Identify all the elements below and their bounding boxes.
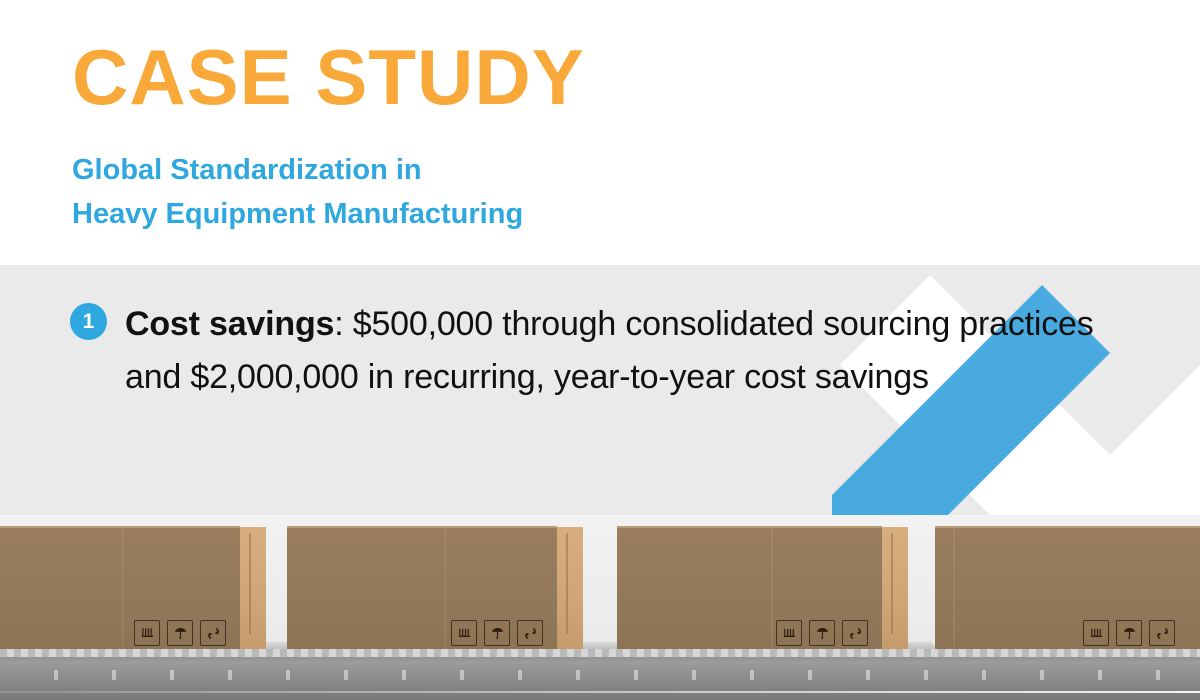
belt-teeth	[0, 649, 1200, 657]
content-band: 1 Cost savings: $500,000 through consoli…	[0, 265, 1200, 530]
subtitle-line-2: Heavy Equipment Manufacturing	[72, 198, 524, 231]
shipping-symbols	[1083, 620, 1175, 646]
box-seam	[953, 528, 955, 656]
box-side-face	[557, 527, 583, 656]
bullet-body: $500,000 through consolidated sourcing p…	[125, 305, 1094, 397]
shipping-symbols	[134, 620, 226, 646]
fragile-icon	[776, 620, 802, 646]
shipping-symbols	[451, 620, 543, 646]
keep-dry-icon	[1116, 620, 1142, 646]
recycle-icon	[517, 620, 543, 646]
keep-dry-icon	[809, 620, 835, 646]
conveyor-belt	[0, 649, 1200, 700]
conveyor-photo	[0, 515, 1200, 700]
subtitle-line-1: Global Standardization in	[72, 154, 422, 186]
cardboard-box	[617, 526, 908, 656]
cardboard-box	[935, 526, 1200, 656]
cardboard-box	[0, 526, 266, 656]
bullet-separator: :	[334, 305, 353, 343]
fragile-icon	[134, 620, 160, 646]
belt-edge-highlight	[0, 691, 1200, 693]
page-subtitle: Global Standardization in Heavy Equipmen…	[72, 148, 523, 236]
box-side-face	[882, 527, 908, 656]
fragile-icon	[1083, 620, 1109, 646]
bullet-text: Cost savings: $500,000 through consolida…	[125, 298, 1130, 404]
box-seam	[122, 528, 125, 656]
keep-dry-icon	[167, 620, 193, 646]
fragile-icon	[451, 620, 477, 646]
box-side-face	[240, 527, 266, 656]
box-seam	[770, 528, 773, 656]
bullet-label: Cost savings	[125, 305, 335, 343]
box-seam	[443, 528, 446, 656]
recycle-icon	[200, 620, 226, 646]
recycle-icon	[842, 620, 868, 646]
header: CASE STUDY Global Standardization in Hea…	[0, 0, 1200, 265]
page-title: CASE STUDY	[72, 33, 585, 121]
keep-dry-icon	[484, 620, 510, 646]
recycle-icon	[1149, 620, 1175, 646]
bullet-item-1: 1 Cost savings: $500,000 through consoli…	[70, 298, 1130, 404]
shipping-symbols	[776, 620, 868, 646]
bullet-number-badge: 1	[70, 303, 107, 340]
belt-slots	[0, 670, 1200, 680]
cardboard-box	[287, 526, 583, 656]
